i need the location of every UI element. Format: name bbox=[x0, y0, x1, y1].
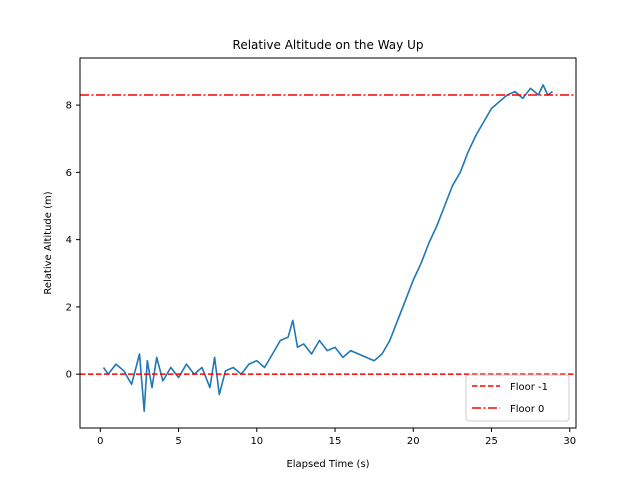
x-tick-label: 10 bbox=[250, 436, 263, 447]
chart-title: Relative Altitude on the Way Up bbox=[233, 38, 424, 52]
y-tick-label: 8 bbox=[66, 101, 72, 112]
x-tick-label: 0 bbox=[97, 436, 103, 447]
y-tick-label: 2 bbox=[66, 302, 72, 313]
x-axis-title: Elapsed Time (s) bbox=[286, 459, 369, 470]
altitude-line bbox=[102, 84, 553, 413]
y-tick-label: 4 bbox=[66, 235, 72, 246]
legend: Floor -1 Floor 0 bbox=[465, 374, 570, 422]
axes-frame bbox=[79, 57, 577, 429]
x-tick-label: 5 bbox=[175, 436, 181, 447]
x-tick-label: 15 bbox=[329, 436, 342, 447]
plot-area bbox=[80, 84, 576, 413]
x-tick-label: 30 bbox=[563, 436, 576, 447]
x-tick-label: 20 bbox=[407, 436, 420, 447]
x-tick-label: 25 bbox=[485, 436, 498, 447]
y-tick-label: 0 bbox=[66, 370, 72, 381]
legend-label-floor-minus-1: Floor -1 bbox=[510, 382, 548, 393]
y-tick-label: 6 bbox=[66, 168, 72, 179]
legend-label-floor-0: Floor 0 bbox=[510, 404, 544, 415]
y-axis-title: Relative Altitude (m) bbox=[43, 191, 54, 294]
